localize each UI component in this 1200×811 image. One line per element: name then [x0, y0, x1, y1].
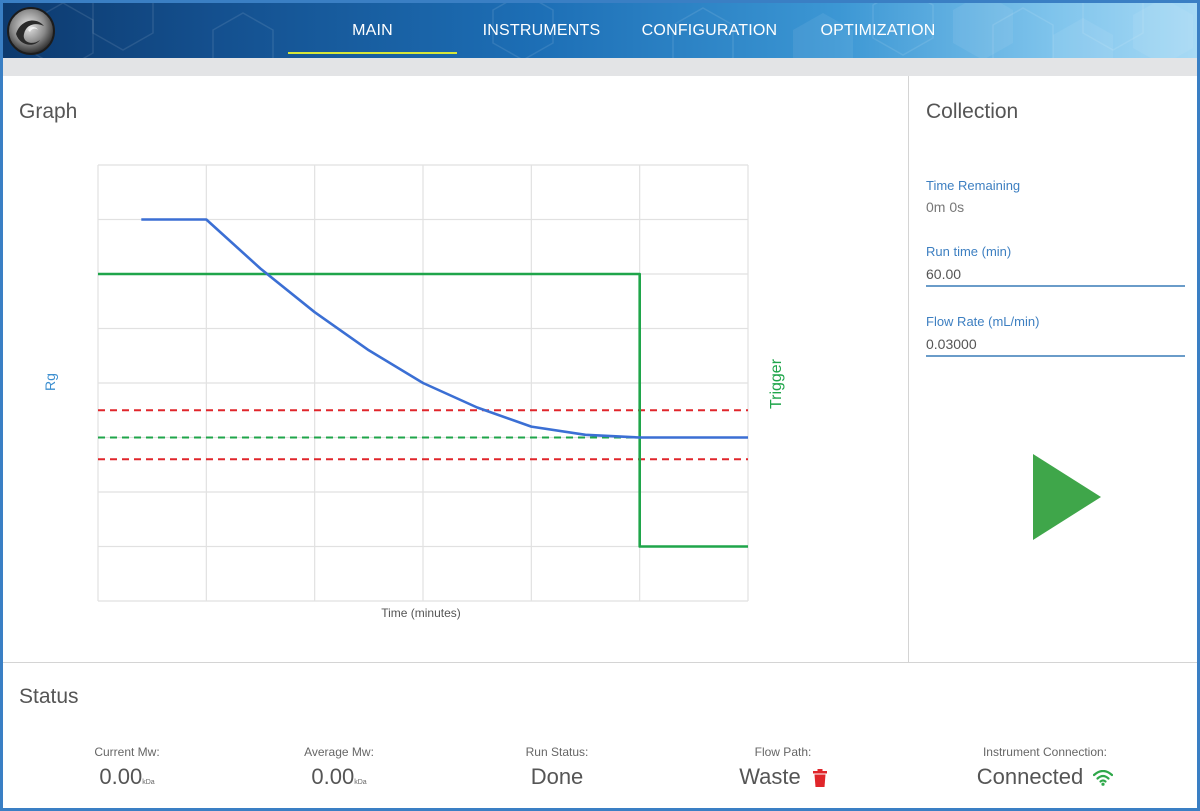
- current-mw-label: Current Mw:: [94, 745, 160, 759]
- run-time-label: Run time (min): [926, 244, 1012, 259]
- series-line-trigger: [98, 272, 748, 548]
- collection-panel: Collection Time Remaining 0m 0s Run time…: [910, 76, 1197, 662]
- play-icon[interactable]: [1033, 454, 1103, 540]
- average-mw-value-wrap: 0.00kDa: [311, 764, 366, 790]
- average-mw-value: 0.00: [311, 764, 355, 789]
- current-mw-unit: kDa: [142, 779, 155, 786]
- tab-main[interactable]: MAIN: [288, 3, 457, 58]
- instrument-connection: Instrument Connection: Connected: [955, 745, 1135, 790]
- status-title: Status: [19, 685, 79, 708]
- tab-instruments[interactable]: INSTRUMENTS: [482, 22, 601, 39]
- run-time-input[interactable]: [926, 263, 1185, 287]
- flow-rate-label: Flow Rate (mL/min): [926, 314, 1040, 329]
- series-line-rg: [141, 218, 748, 439]
- tab-optimization[interactable]: OPTIMIZATION: [820, 22, 936, 39]
- graph-panel: Graph Time (minutes) Rg Trigger: [3, 76, 909, 662]
- connection-label: Instrument Connection:: [982, 745, 1108, 759]
- rg-chart: Time (minutes) Rg Trigger: [42, 164, 785, 620]
- x-axis-label: Time (minutes): [381, 606, 461, 620]
- run-status-value: Done: [530, 764, 584, 789]
- tab-configuration[interactable]: CONFIGURATION: [641, 22, 778, 39]
- trash-icon: [812, 769, 827, 788]
- current-mw: Current Mw: 0.00kDa: [67, 745, 187, 790]
- graph-title: Graph: [19, 100, 78, 123]
- flow-path-label: Flow Path:: [754, 745, 812, 759]
- top-navigation-bar: MAIN INSTRUMENTS CONFIGURATION OPTIMIZAT…: [3, 3, 1197, 58]
- status-panel: Status Current Mw: 0.00kDa Average Mw: 0…: [3, 662, 1197, 808]
- time-remaining-label: Time Remaining: [926, 178, 1021, 193]
- flow-rate-input[interactable]: [926, 333, 1185, 357]
- flow-path-value: Waste: [739, 764, 801, 789]
- chart-series: [98, 218, 748, 548]
- flow-path-value-wrap: Waste: [739, 764, 827, 790]
- time-remaining-value: 0m 0s: [926, 199, 965, 215]
- run-status: Run Status: Done: [497, 745, 617, 790]
- header-divider: [3, 58, 1197, 76]
- flow-path: Flow Path: Waste: [713, 745, 853, 790]
- average-mw-unit: kDa: [354, 779, 367, 786]
- collection-title: Collection: [926, 100, 1019, 123]
- header-hex-pattern: [32, 3, 1193, 58]
- y2-axis-label: Trigger: [768, 358, 785, 409]
- current-mw-value-wrap: 0.00kDa: [99, 764, 154, 790]
- connection-value-wrap: Connected: [976, 764, 1114, 790]
- main-tabs: MAIN INSTRUMENTS CONFIGURATION OPTIMIZAT…: [3, 3, 1197, 58]
- logo-icon: [7, 7, 55, 55]
- current-mw-value: 0.00: [99, 764, 143, 789]
- y-axis-label: Rg: [42, 373, 58, 391]
- wifi-icon: [1093, 770, 1114, 786]
- run-status-label: Run Status:: [525, 745, 589, 759]
- connection-value: Connected: [976, 764, 1084, 789]
- average-mw: Average Mw: 0.00kDa: [279, 745, 399, 790]
- average-mw-label: Average Mw:: [304, 745, 374, 759]
